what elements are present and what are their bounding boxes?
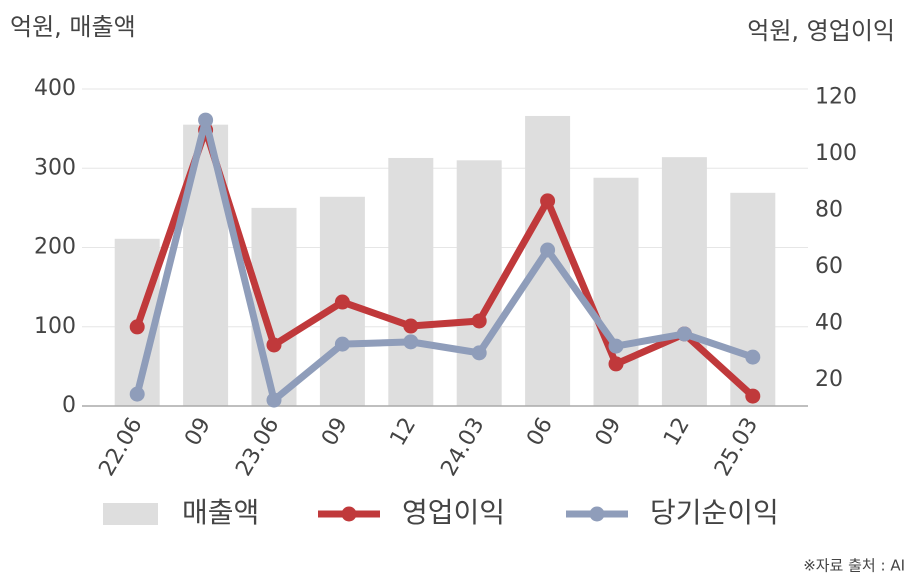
- x-tick-label: 12: [659, 414, 695, 451]
- x-tick-label: 24.03: [436, 414, 489, 481]
- bar: [730, 192, 776, 406]
- line-point: [745, 388, 761, 404]
- y-tick-label: 400: [34, 76, 76, 101]
- y2-tick-label: 60: [815, 254, 843, 279]
- bar: [388, 157, 434, 406]
- line-point: [334, 294, 350, 310]
- legend-marker: [589, 506, 605, 522]
- y-tick-label: 0: [62, 393, 76, 418]
- line-point: [540, 242, 556, 258]
- line-point: [471, 345, 487, 361]
- bar: [661, 157, 707, 406]
- y2-tick-label: 100: [815, 141, 857, 166]
- x-tick-label: 09: [591, 414, 627, 451]
- legend-marker: [341, 506, 357, 522]
- line-point: [129, 319, 145, 335]
- line: [133, 126, 756, 399]
- line: [133, 116, 754, 404]
- legend-label: 당기순이익: [650, 496, 779, 529]
- y-tick-label: 100: [34, 314, 76, 339]
- legend-swatch: [103, 503, 158, 525]
- line-point: [745, 349, 761, 365]
- y-tick-label: 200: [34, 235, 76, 260]
- bar: [593, 177, 639, 406]
- line-point: [471, 313, 487, 329]
- x-tick-label: 22.06: [94, 414, 147, 481]
- x-tick-label: 06: [522, 414, 558, 451]
- y2-tick-label: 120: [815, 84, 857, 109]
- line-point: [266, 337, 282, 353]
- x-tick-label: 25.03: [710, 414, 763, 481]
- y2-tick-label: 40: [815, 311, 843, 336]
- bar: [456, 160, 502, 406]
- legend-label: 영업이익: [402, 496, 505, 529]
- y2-tick-label: 80: [815, 197, 843, 222]
- line-point: [403, 318, 419, 334]
- y-tick-label: 300: [34, 155, 76, 180]
- left-unit-label: 억원, 매출액: [10, 13, 136, 41]
- right-unit-label: 억원, 영업이익: [747, 17, 895, 45]
- line-point: [608, 338, 624, 354]
- line-point: [540, 193, 556, 209]
- line-point: [198, 112, 214, 128]
- line-point: [608, 356, 624, 372]
- y2-tick-label: 20: [815, 367, 843, 392]
- bar: [525, 115, 571, 406]
- x-tick-label: 23.06: [231, 414, 284, 481]
- line-point: [266, 392, 282, 408]
- x-tick-label: 09: [180, 414, 216, 451]
- line-point: [676, 326, 692, 342]
- x-tick-label: 09: [317, 414, 353, 451]
- x-tick-label: 12: [386, 414, 422, 451]
- legend-label: 매출액: [182, 496, 259, 529]
- source-note: ※자료 출처 : AI: [803, 557, 905, 575]
- line-point: [334, 336, 350, 352]
- line-point: [129, 386, 145, 402]
- line-point: [403, 334, 419, 350]
